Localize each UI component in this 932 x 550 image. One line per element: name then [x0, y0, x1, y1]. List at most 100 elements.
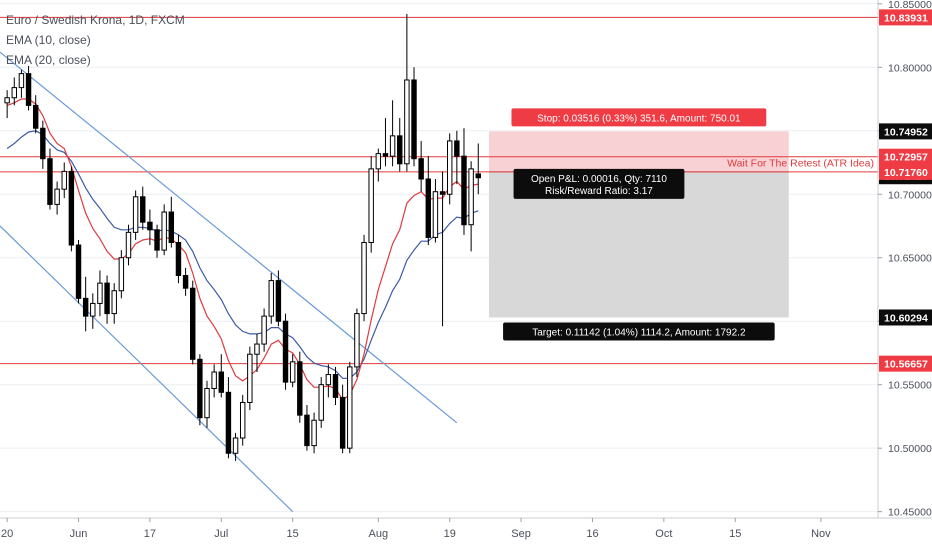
channel-upper-line — [0, 51, 458, 424]
candle — [397, 118, 403, 172]
candle — [211, 364, 217, 398]
candle — [40, 120, 46, 169]
horizontal-lines: Wait For The Retest (ATR Idea) — [0, 16, 878, 365]
candle-body — [247, 353, 253, 403]
candle-body — [140, 196, 146, 223]
candle — [111, 283, 117, 324]
y-tick-label: 10.55000 — [888, 380, 932, 392]
candle-body — [90, 302, 96, 317]
x-tick-label: 20 — [1, 528, 13, 540]
candle-body — [339, 396, 346, 449]
x-tick-label: 15 — [729, 528, 741, 540]
symbol-title: Euro / Swedish Krona, 1D, FXCM — [6, 13, 185, 27]
candle-body — [454, 140, 460, 157]
channel-lower-line — [0, 225, 294, 513]
candle-body — [125, 231, 132, 259]
x-tick-label: Oct — [655, 528, 672, 540]
candle — [239, 394, 246, 446]
candle-body — [382, 153, 389, 157]
candle-body — [347, 366, 353, 449]
line-price-tag: 10.56657 — [879, 355, 932, 372]
x-tick-label: Aug — [369, 528, 389, 540]
candle — [275, 270, 282, 327]
candle-body — [25, 73, 32, 106]
candle-body — [404, 79, 410, 165]
candle — [311, 412, 317, 454]
ema10-legend: EMA (10, close) — [6, 33, 91, 47]
target-label-bg — [503, 322, 775, 341]
candle — [404, 13, 410, 172]
candle — [54, 181, 60, 215]
candle — [161, 204, 167, 256]
candle — [318, 377, 324, 428]
candle-body — [111, 290, 117, 315]
candle — [175, 234, 182, 284]
ema-lines — [6, 98, 479, 401]
candle-body — [304, 414, 310, 447]
candle — [90, 293, 96, 329]
candle-body — [368, 168, 374, 243]
candle-body — [268, 280, 274, 317]
candle — [168, 196, 175, 248]
candle — [418, 140, 424, 192]
stop-label: Stop: 0.03516 (0.33%) 351.6, Amount: 750… — [511, 108, 767, 127]
line-price-tag-bg — [879, 163, 932, 180]
candle — [232, 432, 239, 461]
candle-body — [261, 315, 267, 345]
candle-body — [11, 87, 17, 99]
candle — [32, 95, 39, 134]
candle — [204, 380, 210, 428]
price-tag: 10.60294 — [879, 309, 932, 326]
candle — [68, 166, 75, 252]
candle — [261, 308, 267, 352]
candle-body — [354, 313, 360, 368]
candle — [439, 171, 446, 327]
candle-body — [161, 211, 167, 251]
candle — [97, 270, 103, 317]
candle-body — [97, 282, 103, 304]
candle — [11, 77, 17, 106]
y-tick-label: 10.50000 — [888, 443, 932, 455]
candle — [47, 148, 53, 210]
x-tick-label: 15 — [287, 528, 299, 540]
candle — [304, 405, 310, 451]
candle — [332, 366, 339, 406]
candle — [75, 239, 82, 304]
candle — [147, 209, 153, 246]
candle — [118, 250, 125, 299]
candle-body — [411, 79, 417, 160]
line-price-tag: 10.72957 — [879, 148, 932, 165]
candle-body — [61, 170, 67, 190]
line-price-tag-text: 10.72957 — [884, 152, 928, 164]
candle-body — [389, 135, 396, 157]
line-price-tag-bg — [879, 9, 932, 26]
pnl-label-bg — [513, 168, 685, 199]
candle-body — [118, 257, 125, 292]
line-price-tag-bg — [879, 355, 932, 372]
candle-body — [190, 287, 196, 360]
target-label-text: Target: 0.11142 (1.04%) 1114.2, Amount: … — [532, 327, 746, 338]
candle-body — [197, 358, 203, 419]
candle-body — [325, 374, 332, 386]
price-tag: 10.74952 — [879, 123, 932, 140]
candle — [247, 346, 253, 411]
candlesticks — [4, 13, 481, 461]
chart-legend: Euro / Swedish Krona, 1D, FXCM EMA (10, … — [6, 10, 185, 70]
candle — [354, 308, 360, 378]
candle-body — [18, 73, 25, 89]
x-tick-label: 19 — [444, 528, 456, 540]
x-tick-label: 16 — [586, 528, 598, 540]
candle-body — [275, 280, 282, 322]
candle-body — [375, 153, 382, 170]
candle-body — [397, 135, 403, 165]
candle — [18, 69, 25, 98]
y-tick-label: 10.70000 — [888, 189, 932, 201]
candle-body — [239, 401, 246, 439]
candle — [125, 224, 132, 266]
pnl-label-text: Open P&L: 0.00016, Qty: 7110 — [531, 174, 667, 185]
candle-body — [218, 371, 224, 393]
candle — [461, 128, 467, 235]
